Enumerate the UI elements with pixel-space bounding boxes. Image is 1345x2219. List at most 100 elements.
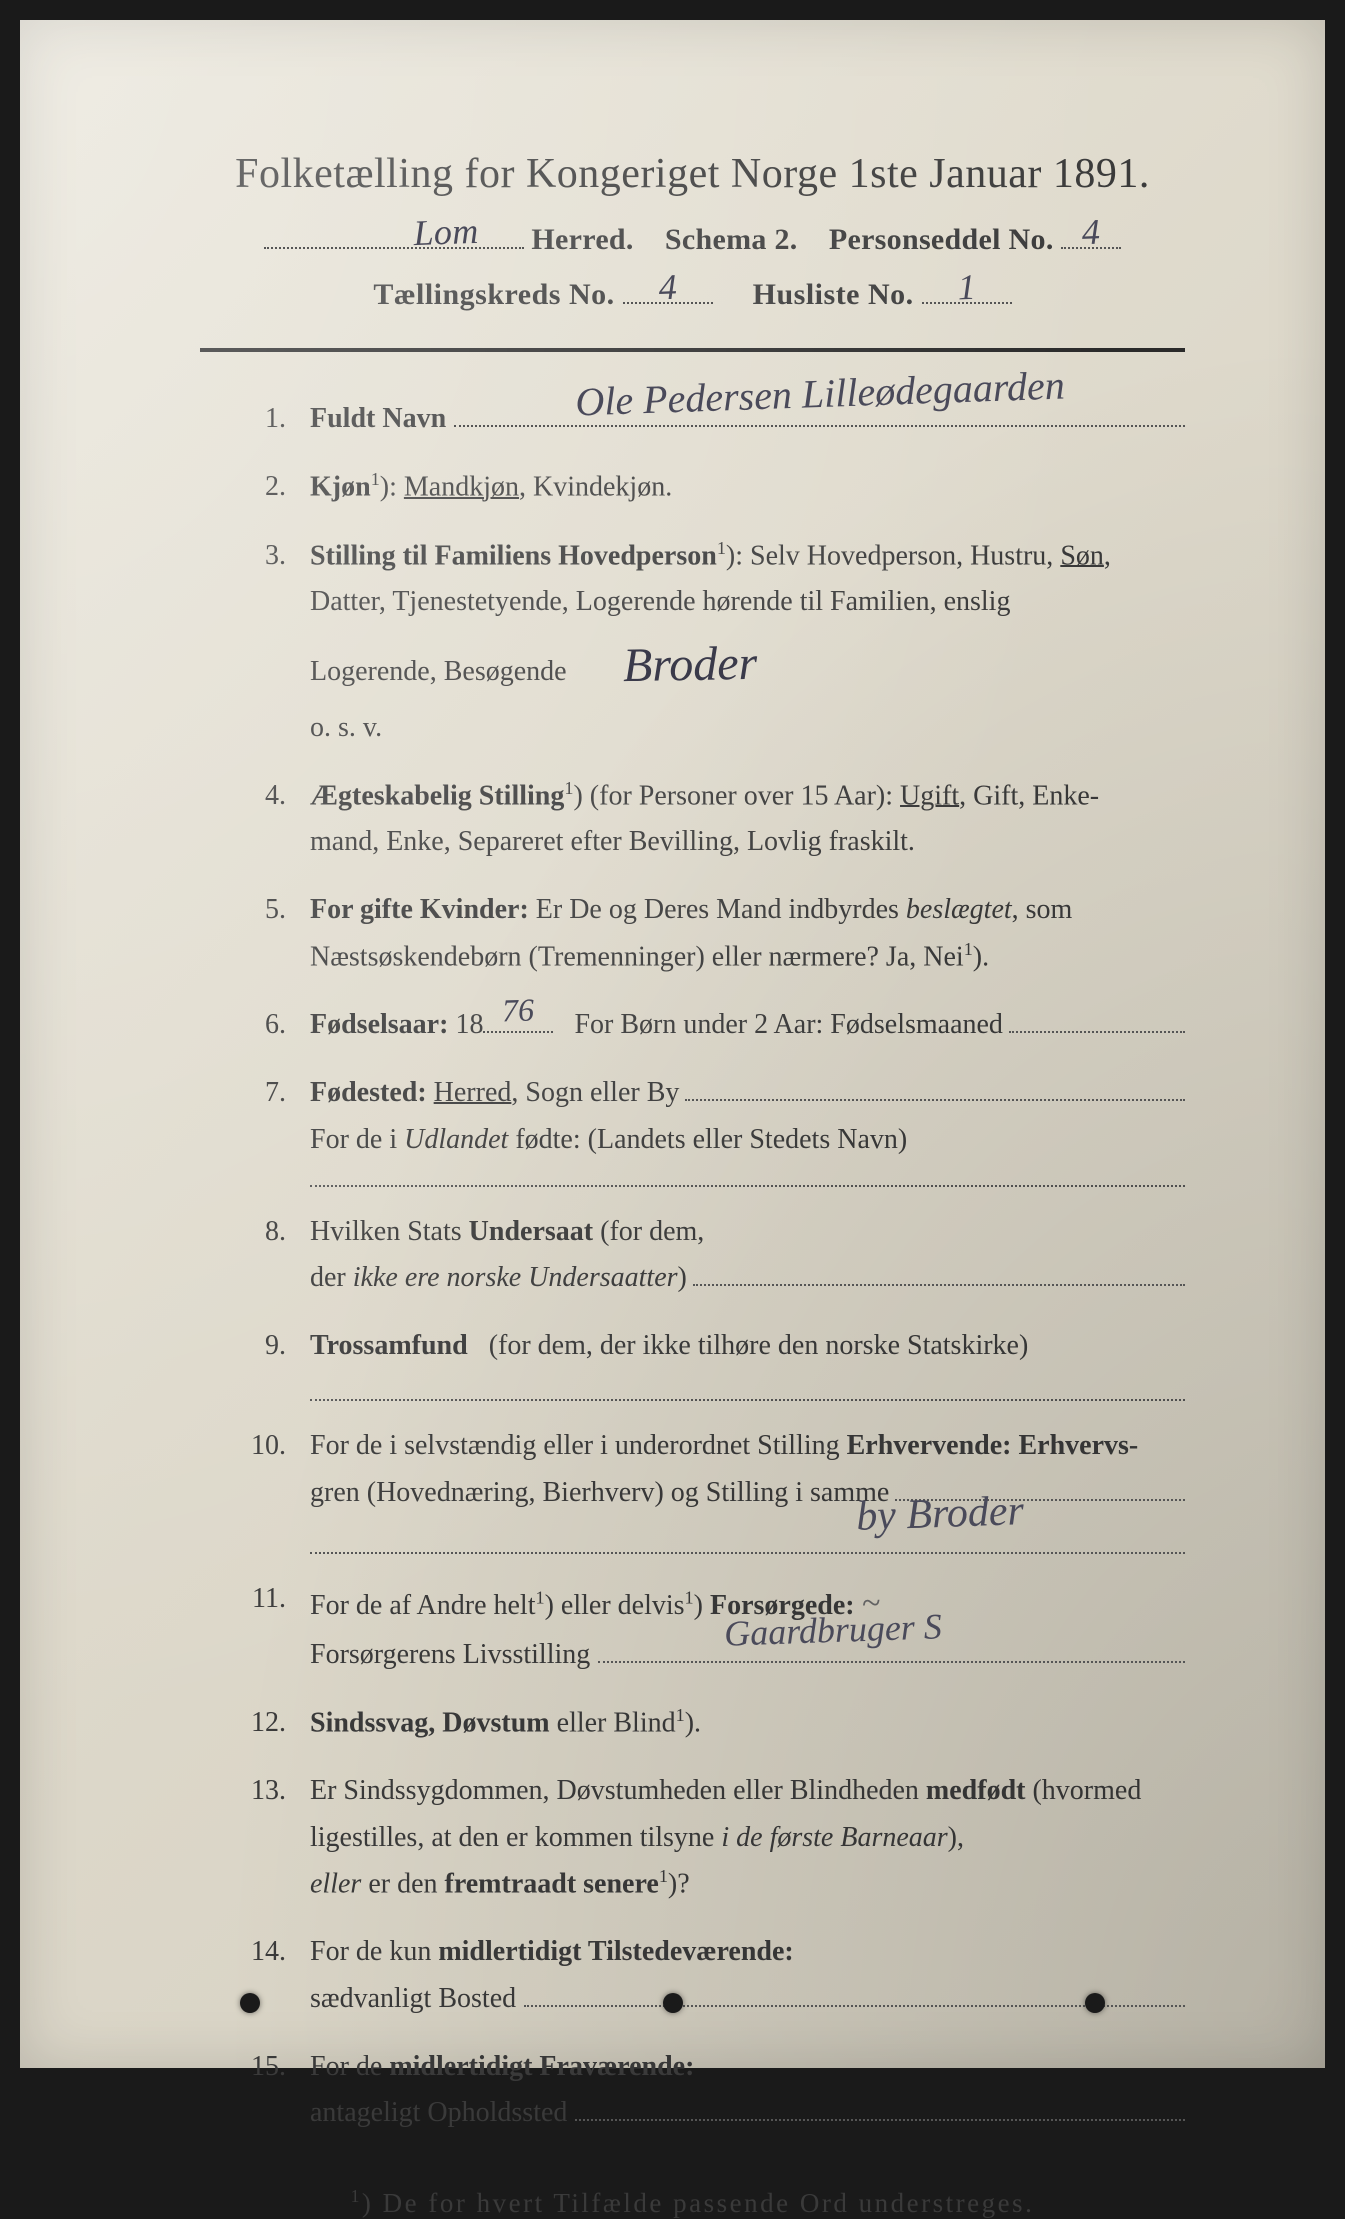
husliste-field: 1 <box>922 271 1012 304</box>
item-content: For de af Andre helt1) eller delvis1) Fo… <box>310 1576 1185 1678</box>
item-2: 2. Kjøn1): Mandkjøn, Kvindekjøn. <box>240 464 1185 511</box>
trossamfund-label: Trossamfund <box>310 1330 468 1361</box>
stilling-handwritten: Broder <box>622 624 758 706</box>
husliste-label: Husliste No. <box>753 278 914 311</box>
item-content: Fødested: Herred, Sogn eller By For de i… <box>310 1070 1185 1162</box>
stilling-label: Stilling til Familiens Hovedperson <box>310 540 717 571</box>
opholdssted-field <box>575 2093 1185 2121</box>
item-8: 8. Hvilken Stats Undersaat (for dem, der… <box>240 1209 1185 1301</box>
item-6: 6. Fødselsaar: 18 76 For Børn under 2 Aa… <box>240 1002 1185 1048</box>
stilling-line2: Datter, Tjenestetyende, Logerende hørend… <box>310 586 1010 617</box>
year-prefix: 18 <box>455 1002 483 1048</box>
taellingskreds-field: 4 <box>623 271 713 304</box>
item-content: Stilling til Familiens Hovedperson1): Se… <box>310 533 1185 751</box>
header-divider <box>200 348 1185 352</box>
item-15: 15. For de midlertidigt Fraværende: anta… <box>240 2044 1185 2136</box>
stilling-line4: o. s. v. <box>310 712 382 743</box>
gifte-line2: Næstsøskendebørn (Tremenninger) eller næ… <box>310 941 964 972</box>
item-content: Fuldt Navn Ole Pedersen Lilleødegaarden <box>310 396 1185 442</box>
item-4: 4. Ægteskabelig Stilling1) (for Personer… <box>240 773 1185 866</box>
dotted-separator <box>310 1185 1185 1187</box>
fodested-selected: Herred <box>434 1070 512 1116</box>
herred-field: Lom <box>264 216 524 249</box>
aegteskab-label: Ægteskabelig Stilling <box>310 780 564 811</box>
header-row-2: Tællingskreds No. 4 Husliste No. 1 <box>200 271 1185 312</box>
personseddel-label: Personseddel No. <box>829 223 1054 256</box>
item-content: For gifte Kvinder: Er De og Deres Mand i… <box>310 887 1185 980</box>
form-body: 1. Fuldt Navn Ole Pedersen Lilleødegaard… <box>200 396 1185 2136</box>
item-1: 1. Fuldt Navn Ole Pedersen Lilleødegaard… <box>240 396 1185 442</box>
item-content: Trossamfund (for dem, der ikke tilhøre d… <box>310 1323 1185 1401</box>
item-9: 9. Trossamfund (for dem, der ikke tilhør… <box>240 1323 1185 1401</box>
kjon-selected: Mandkjøn <box>404 472 519 503</box>
aegteskab-selected: Ugift <box>900 780 959 811</box>
punch-hole-icon <box>240 1993 260 2013</box>
item-num: 8. <box>240 1209 310 1255</box>
item-num: 4. <box>240 773 310 819</box>
item-num: 15. <box>240 2044 310 2090</box>
item-content: Sindssvag, Døvstum eller Blind1). <box>310 1700 1185 1747</box>
fodested-label: Fødested: <box>310 1070 427 1116</box>
personseddel-field: 4 <box>1061 216 1121 249</box>
herred-value: Lom <box>412 210 478 254</box>
item-12: 12. Sindssvag, Døvstum eller Blind1). <box>240 1700 1185 1747</box>
forsorger-label: Forsørgerens Livsstilling <box>310 1632 590 1678</box>
fodested-field <box>685 1073 1185 1101</box>
undersaat-field <box>693 1258 1185 1286</box>
trossamfund-text: (for dem, der ikke tilhøre den norske St… <box>489 1330 1029 1361</box>
item-content: For de i selvstændig eller i underordnet… <box>310 1423 1185 1553</box>
item-num: 11. <box>240 1576 310 1622</box>
sindssvag-label: Sindssvag, Døvstum <box>310 1707 550 1738</box>
item-content: Ægteskabelig Stilling1) (for Personer ov… <box>310 773 1185 866</box>
stilling-line3: Logerende, Besøgende <box>310 656 567 687</box>
fullname-value: Ole Pedersen Lilleødegaarden <box>574 352 1066 435</box>
aegteskab-line2: mand, Enke, Separeret efter Bevilling, L… <box>310 826 915 857</box>
schema-label: Schema 2. <box>665 223 798 256</box>
trossamfund-field <box>310 1399 1185 1401</box>
item-content: Hvilken Stats Undersaat (for dem, der ik… <box>310 1209 1185 1301</box>
item-7: 7. Fødested: Herred, Sogn eller By For d… <box>240 1070 1185 1162</box>
item-3: 3. Stilling til Familiens Hovedperson1):… <box>240 533 1185 751</box>
item-5: 5. For gifte Kvinder: Er De og Deres Man… <box>240 887 1185 980</box>
item-14: 14. For de kun midlertidigt Tilstedevære… <box>240 1929 1185 2021</box>
header-row-1: Lom Herred. Schema 2. Personseddel No. 4 <box>200 216 1185 257</box>
bosted-label: sædvanligt Bosted <box>310 1976 516 2022</box>
forsorger-value: Gaardbruger S <box>723 1598 943 1665</box>
fodselsaar-label: Fødselsaar: <box>310 1002 448 1048</box>
punch-hole-icon <box>663 1993 683 2013</box>
fodselsmaaned-field <box>1009 1005 1185 1033</box>
item-num: 7. <box>240 1070 310 1116</box>
item-content: Fødselsaar: 18 76 For Børn under 2 Aar: … <box>310 1002 1185 1048</box>
item-num: 5. <box>240 887 310 933</box>
gifte-label: For gifte Kvinder: <box>310 894 529 925</box>
item-11: 11. For de af Andre helt1) eller delvis1… <box>240 1576 1185 1678</box>
erhverv-value: by Broder <box>855 1477 1025 1552</box>
item-num: 2. <box>240 464 310 510</box>
opholdssted-label: antageligt Opholdssted <box>310 2090 567 2136</box>
item-num: 9. <box>240 1323 310 1369</box>
forsorger-field: Gaardbruger S <box>598 1635 1185 1663</box>
item-num: 12. <box>240 1700 310 1746</box>
husliste-value: 1 <box>957 266 977 309</box>
year-field: 76 <box>483 1002 553 1033</box>
fodselsmaaned-label: For Børn under 2 Aar: Fødselsmaaned <box>574 1002 1003 1048</box>
footnote: 1) De for hvert Tilfælde passende Ord un… <box>200 2186 1185 2219</box>
punch-hole-icon <box>1085 1993 1105 2013</box>
form-header: Folketælling for Kongeriget Norge 1ste J… <box>200 150 1185 312</box>
item-num: 10. <box>240 1423 310 1469</box>
item-content: For de kun midlertidigt Tilstedeværende:… <box>310 1929 1185 2021</box>
kjon-label: Kjøn <box>310 472 371 503</box>
fullname-field: Ole Pedersen Lilleødegaarden <box>454 399 1185 427</box>
year-value: 76 <box>502 984 536 1038</box>
herred-label: Herred. <box>531 223 633 256</box>
item-content: Er Sindssygdommen, Døvstumheden eller Bl… <box>310 1768 1185 1907</box>
stilling-selected: Søn <box>1060 540 1104 571</box>
item-num: 13. <box>240 1768 310 1814</box>
item-num: 1. <box>240 396 310 442</box>
taellingskreds-label: Tællingskreds No. <box>373 278 614 311</box>
item-num: 6. <box>240 1002 310 1048</box>
census-form-page: Folketælling for Kongeriget Norge 1ste J… <box>20 20 1325 2068</box>
item-num: 14. <box>240 1929 310 1975</box>
item-content: For de midlertidigt Fraværende: antageli… <box>310 2044 1185 2136</box>
item-10: 10. For de i selvstændig eller i underor… <box>240 1423 1185 1553</box>
